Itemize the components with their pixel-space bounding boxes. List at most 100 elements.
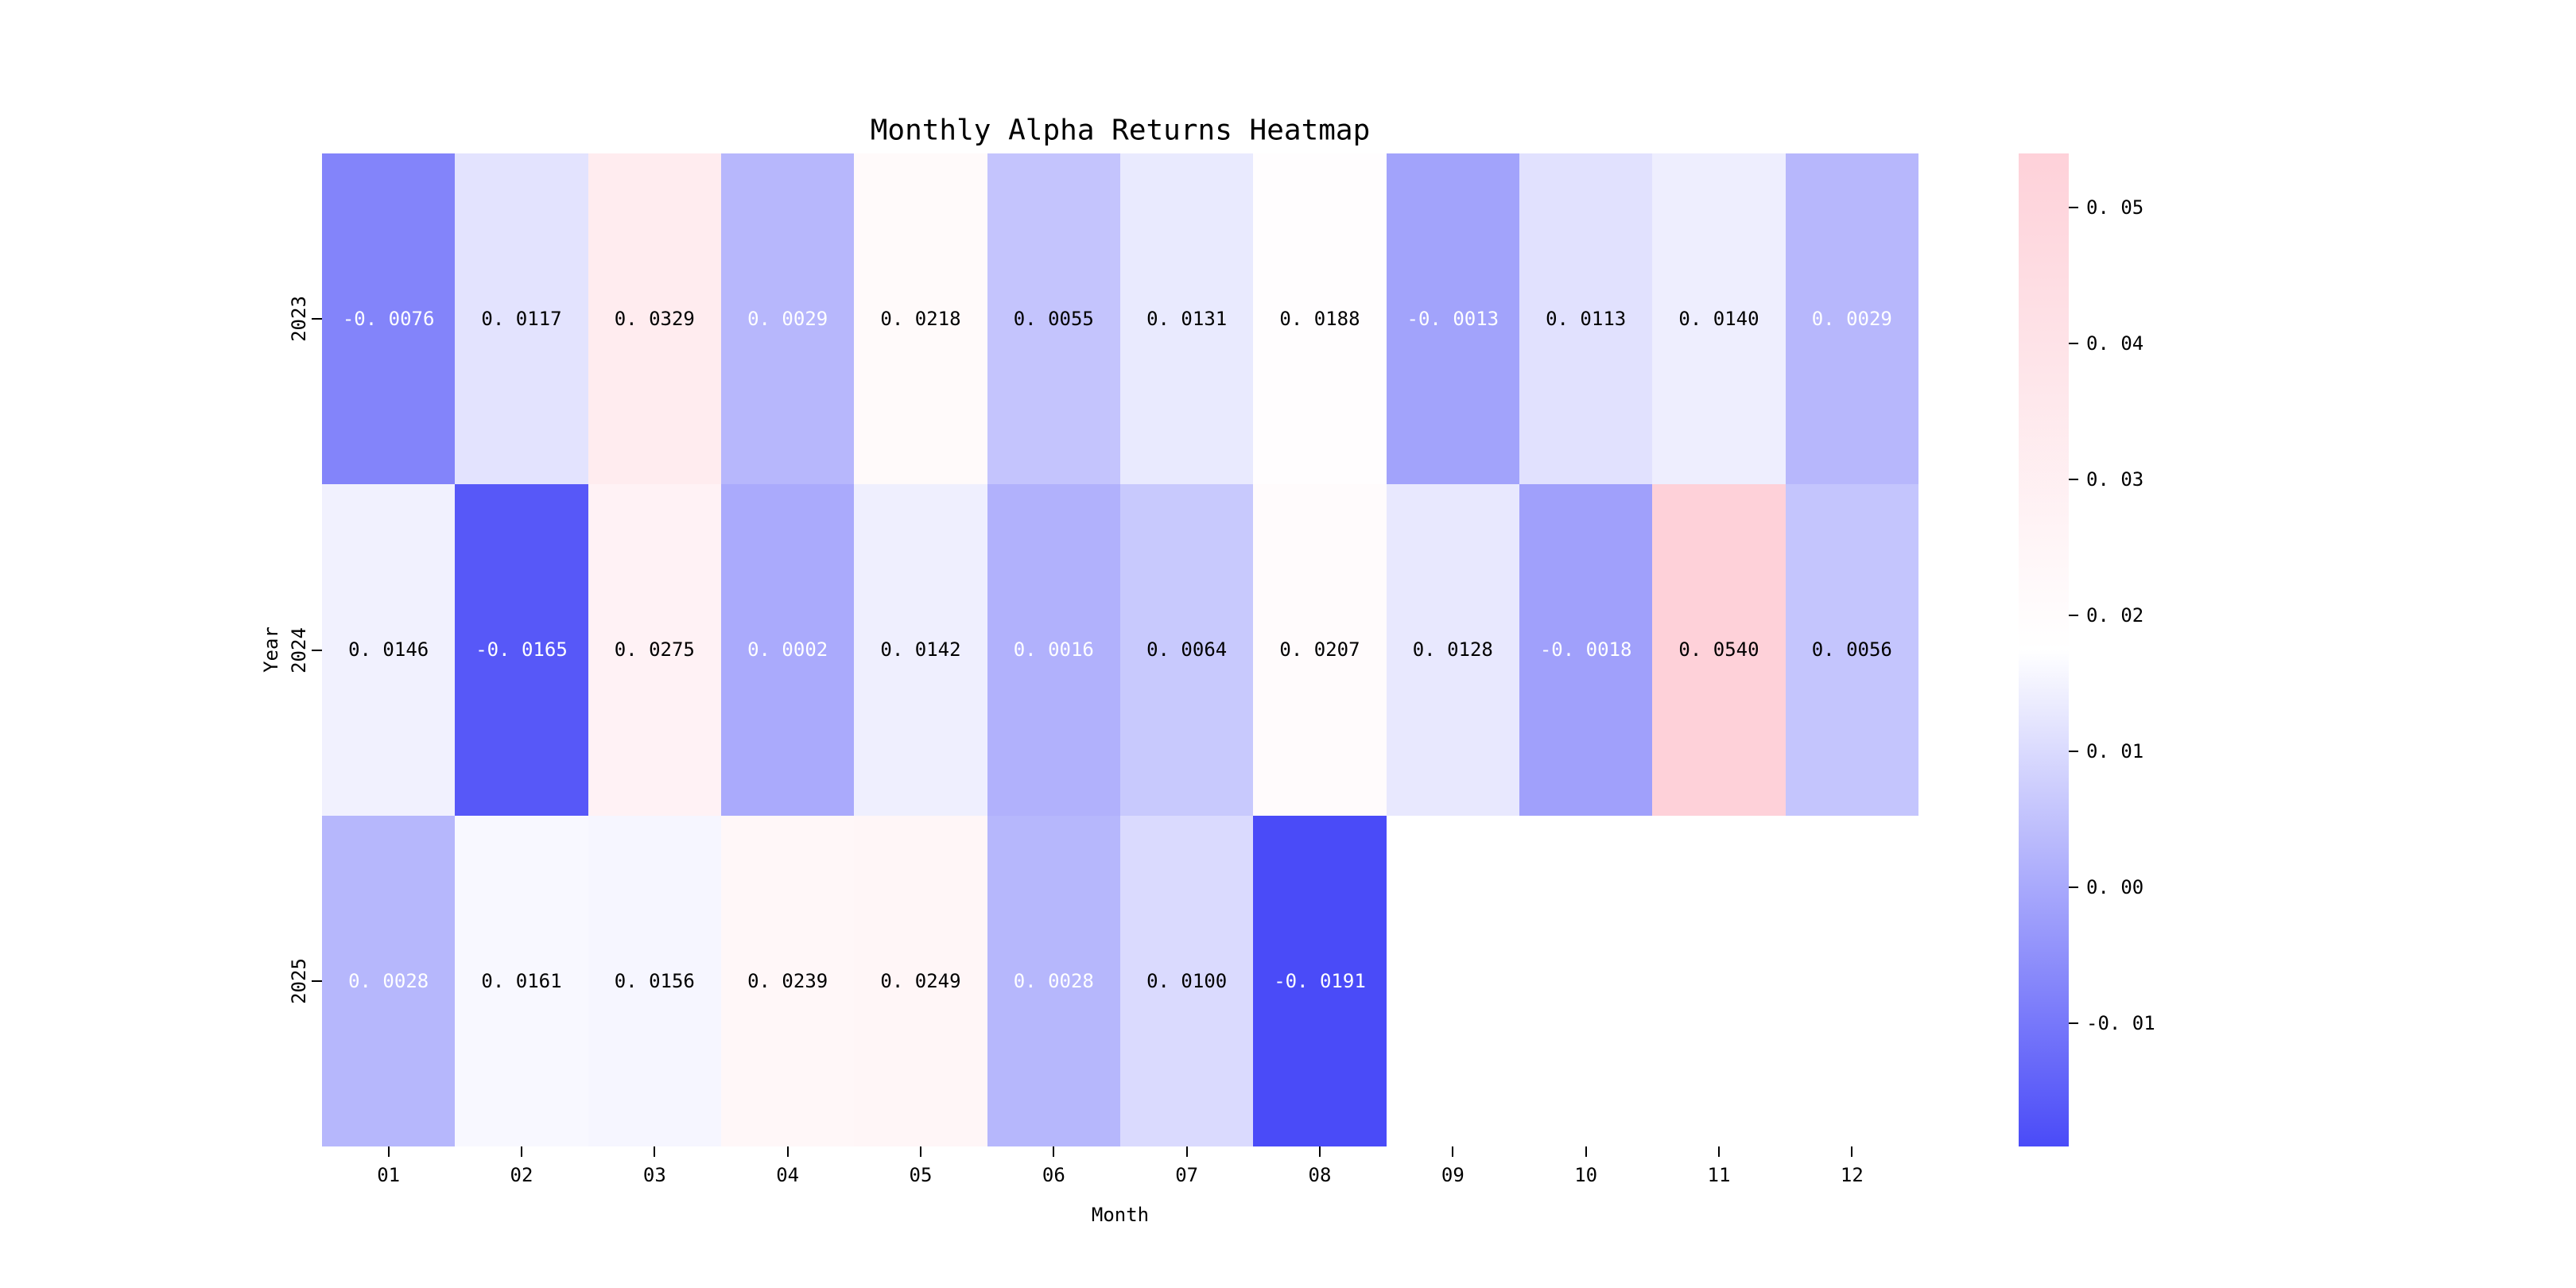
heatmap-cell-2024-01: 0. 0146 (322, 484, 456, 816)
heatmap-cell-2024-10: -0. 0018 (1519, 484, 1653, 816)
x-tick-label-01: 01 (377, 1164, 401, 1186)
heatmap-cell-2023-07: 0. 0131 (1120, 153, 1254, 485)
tick-mark (2069, 1022, 2078, 1024)
cell-value: 0. 0028 (1013, 969, 1094, 992)
cell-value: 0. 0055 (1013, 308, 1094, 331)
colorbar-gradient (2019, 153, 2069, 1146)
heatmap-cell-2023-08: 0. 0188 (1253, 153, 1387, 485)
tick-mark (1718, 1146, 1720, 1157)
y-tick-label-2023: 2023 (288, 296, 310, 343)
colorbar-tick-label: 0. 01 (2086, 739, 2144, 762)
tick-mark (1319, 1146, 1321, 1157)
heatmap-cell-2024-07: 0. 0064 (1120, 484, 1254, 816)
heatmap-cell-2023-06: 0. 0055 (987, 153, 1120, 485)
heatmap-cell-2025-05: 0. 0249 (854, 815, 987, 1146)
cell-value: 0. 0188 (1279, 308, 1360, 331)
cell-value: 0. 0028 (348, 969, 429, 992)
cell-value: 0. 0016 (1013, 638, 1094, 661)
heatmap-cell-2025-07: 0. 0100 (1120, 815, 1254, 1146)
cell-value: 0. 0329 (614, 308, 695, 331)
tick-mark (1185, 1146, 1188, 1157)
y-tick-label-2024: 2024 (288, 627, 310, 673)
cell-value: 0. 0100 (1146, 969, 1228, 992)
heatmap-cell-2024-11: 0. 0540 (1652, 484, 1786, 816)
heatmap-cell-2025-06: 0. 0028 (987, 815, 1120, 1146)
heatmap-cell-2025-04: 0. 0239 (721, 815, 855, 1146)
cell-value: 0. 0146 (348, 638, 429, 661)
cell-value: 0. 0142 (880, 638, 961, 661)
tick-mark (2069, 207, 2078, 209)
chart-title: Monthly Alpha Returns Heatmap (870, 114, 1371, 147)
cell-value: -0. 0191 (1274, 969, 1366, 992)
tick-mark (312, 980, 322, 982)
cell-value: -0. 0013 (1406, 308, 1499, 331)
tick-mark (1452, 1146, 1454, 1157)
cell-value: 0. 0540 (1678, 638, 1759, 661)
tick-mark (654, 1146, 656, 1157)
tick-mark (521, 1146, 522, 1157)
heatmap-cell-2024-02: -0. 0165 (455, 484, 588, 816)
heatmap-cell-2025-02: 0. 0161 (455, 815, 588, 1146)
tick-mark (2069, 886, 2078, 888)
y-tick-label-2025: 2025 (288, 957, 310, 1004)
x-tick-label-04: 04 (776, 1164, 800, 1186)
heatmap-cell-2023-01: -0. 0076 (322, 153, 456, 485)
cell-value: 0. 0128 (1412, 638, 1493, 661)
heatmap-cell-2023-10: 0. 0113 (1519, 153, 1653, 485)
tick-mark (1585, 1146, 1587, 1157)
heatmap-cell-2025-03: 0. 0156 (588, 815, 721, 1146)
x-tick-label-08: 08 (1308, 1164, 1332, 1186)
cell-value: 0. 0117 (481, 308, 562, 331)
tick-mark (1053, 1146, 1055, 1157)
tick-mark (2069, 479, 2078, 481)
tick-mark (312, 318, 322, 320)
cell-value: 0. 0064 (1146, 638, 1228, 661)
heatmap-cell-2023-05: 0. 0218 (854, 153, 987, 485)
x-tick-label-09: 09 (1441, 1164, 1465, 1186)
x-tick-label-07: 07 (1175, 1164, 1199, 1186)
cell-value: 0. 0207 (1279, 638, 1360, 661)
colorbar-tick-label: 0. 02 (2086, 603, 2144, 627)
x-tick-label-03: 03 (642, 1164, 666, 1186)
cell-value: 0. 0002 (747, 638, 828, 661)
cell-value: 0. 0239 (747, 969, 828, 992)
cell-value: 0. 0029 (1811, 308, 1892, 331)
x-tick-label-05: 05 (909, 1164, 933, 1186)
tick-mark (1851, 1146, 1853, 1157)
heatmap-cell-2025-01: 0. 0028 (322, 815, 456, 1146)
cell-value: -0. 0076 (342, 308, 435, 331)
cell-value: 0. 0056 (1811, 638, 1892, 661)
x-tick-label-06: 06 (1042, 1164, 1065, 1186)
heatmap-cell-2023-02: 0. 0117 (455, 153, 588, 485)
cell-value: -0. 0165 (475, 638, 568, 661)
tick-mark (2069, 614, 2078, 616)
cell-value: 0. 0161 (481, 969, 562, 992)
cell-value: 0. 0029 (747, 308, 828, 331)
heatmap-plot-area: -0. 0076 0. 0117 0. 0329 0. 0029 0. 0218 0. 0… (322, 153, 1918, 1146)
colorbar-tick-label: 0. 03 (2086, 468, 2144, 491)
heatmap-cell-2024-04: 0. 0002 (721, 484, 855, 816)
tick-mark (786, 1146, 789, 1157)
colorbar-tick-label: 0. 05 (2086, 196, 2144, 219)
cell-value: 0. 0156 (614, 969, 695, 992)
tick-mark (2069, 750, 2078, 752)
cell-value: 0. 0140 (1678, 308, 1759, 331)
heatmap-cell-2023-09: -0. 0013 (1386, 153, 1519, 485)
cell-value: 0. 0131 (1146, 308, 1228, 331)
cell-value: -0. 0018 (1539, 638, 1632, 661)
x-tick-label-12: 12 (1840, 1164, 1864, 1186)
heatmap-cell-2024-08: 0. 0207 (1253, 484, 1387, 816)
colorbar-tick-label: 0. 04 (2086, 332, 2144, 355)
heatmap-cell-2024-12: 0. 0056 (1785, 484, 1918, 816)
x-tick-label-11: 11 (1707, 1164, 1731, 1186)
heatmap-cell-2023-12: 0. 0029 (1785, 153, 1918, 485)
heatmap-cell-2023-03: 0. 0329 (588, 153, 721, 485)
heatmap-cell-2024-03: 0. 0275 (588, 484, 721, 816)
x-axis-label: Month (1091, 1204, 1150, 1226)
cell-value: 0. 0218 (880, 308, 961, 331)
cell-value: 0. 0113 (1546, 308, 1627, 331)
cell-value: 0. 0275 (614, 638, 695, 661)
y-axis-label: Year (260, 627, 282, 673)
cell-value: 0. 0249 (880, 969, 961, 992)
